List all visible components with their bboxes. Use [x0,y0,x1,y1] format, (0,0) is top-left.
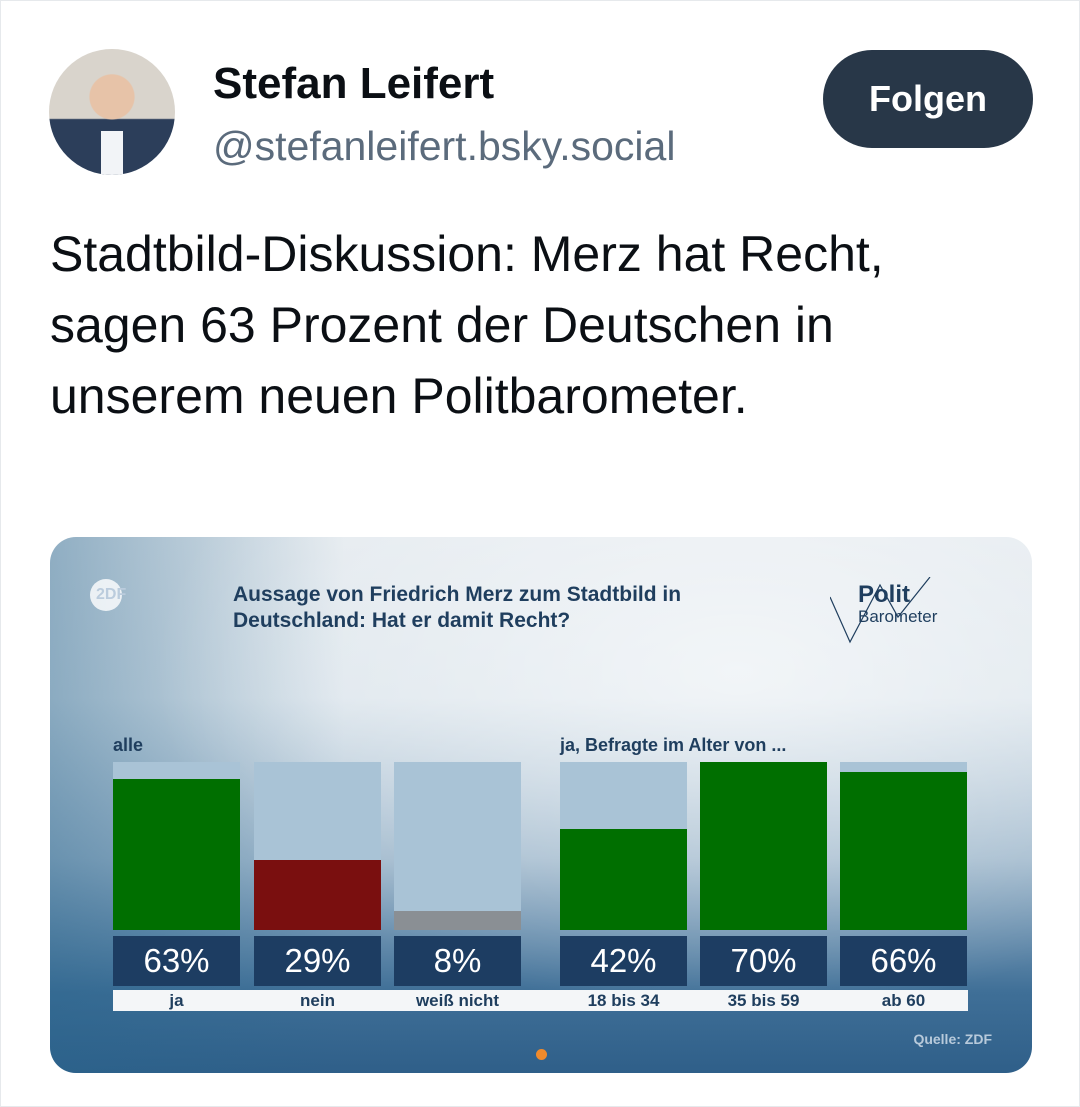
value-label: 70% [700,936,827,986]
bar-track [840,762,967,930]
follow-button[interactable]: Folgen [823,50,1033,148]
bar-3 [560,829,687,930]
bar-track [700,762,827,930]
value-label: 8% [394,936,521,986]
value-label: 66% [840,936,967,986]
zdf-logo: 2DF [90,579,126,611]
source-label: Quelle: ZDF [913,1031,992,1047]
category-label: 35 bis 59 [727,991,800,1010]
category-label: nein [300,991,335,1010]
value-label: 29% [254,936,381,986]
category-label: ja [169,991,184,1010]
bar-4 [700,762,827,930]
author-handle[interactable]: @stefanleifert.bsky.social [213,123,676,169]
avatar[interactable] [49,49,175,175]
bar-0 [113,778,240,930]
bar-track [113,762,240,930]
value-label: 63% [113,936,240,986]
carousel-indicator[interactable] [536,1049,547,1060]
politbarometer-logo: Polit Barometer [830,577,980,647]
value-label: 42% [560,936,687,986]
bar-track [254,762,381,930]
category-label: ab 60 [881,991,926,1010]
bar-2 [394,910,521,930]
post-text: Stadtbild-Diskussion: Merz hat Recht, sa… [50,226,884,424]
bar-1 [254,860,381,930]
category-label-strip [113,990,968,1011]
chart-title: Aussage von Friedrich Merz zum Stadtbild… [233,583,682,632]
author-name[interactable]: Stefan Leifert [213,59,495,108]
post-image[interactable]: 2DF Aussage von Friedrich Merz zum Stadt… [50,537,1032,1073]
group-label-all: alle [113,735,144,755]
bar-track [394,762,521,930]
category-label: weiß nicht [415,991,500,1010]
group-label-age: ja, Befragte im Alter von ... [560,735,787,755]
bar-track [560,762,687,930]
category-label: 18 bis 34 [587,991,660,1010]
bar-5 [840,771,967,930]
